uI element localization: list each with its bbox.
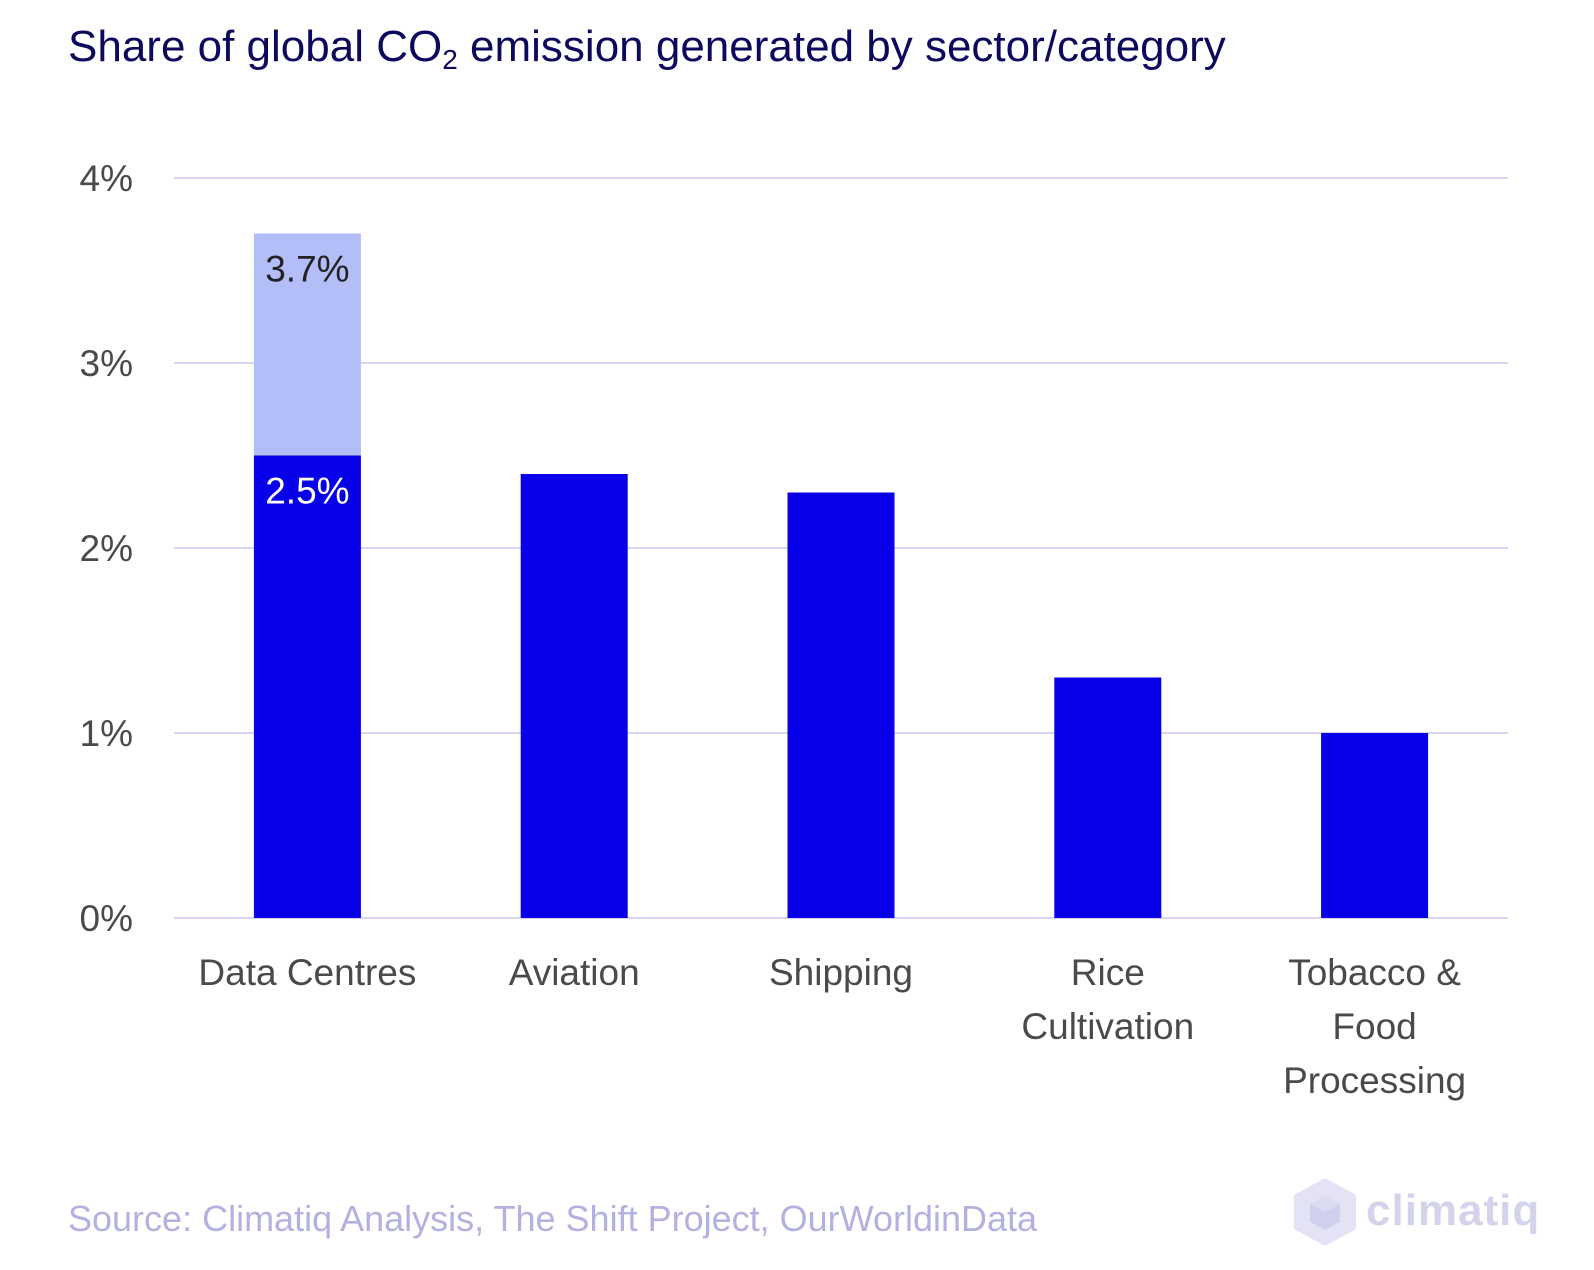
bar [787,492,895,918]
cube-icon [1294,1178,1356,1246]
bar [1054,677,1162,918]
bar [520,474,628,918]
title-suffix: emission generated by sector/category [457,22,1226,71]
y-tick-label: 2% [80,528,133,569]
data-label: 3.7% [265,249,349,290]
data-label: 2.5% [265,471,349,512]
x-tick-label: Cultivation [1021,1006,1194,1047]
data-labels: 3.7% 2.5% [265,249,349,512]
bar [253,455,361,918]
y-tick-label: 0% [80,898,133,939]
title-prefix: Share of global CO [68,22,443,71]
x-axis-ticks: Data Centres Aviation Shipping Rice Cultivat… [198,952,1466,1101]
climatiq-logo: climatiq [1290,1178,1570,1250]
logo-text: climatiq [1366,1186,1541,1235]
y-axis-ticks: 0% 1% 2% 3% 4% [80,158,133,939]
x-tick-label: Food [1332,1006,1416,1047]
y-tick-label: 3% [80,343,133,384]
x-tick-label: Processing [1283,1060,1466,1101]
x-tick-label: Tobacco & [1288,952,1461,993]
y-tick-label: 1% [80,713,133,754]
title-subscript: 2 [442,44,458,75]
chart-title: Share of global CO2 emission generated b… [68,22,1226,76]
bar [1321,733,1429,918]
x-tick-label: Aviation [509,952,640,993]
bar-chart: 0% 1% 2% 3% 4% 3.7% 2.5% Data Centres Aviation… [80,158,1508,1101]
x-tick-label: Rice [1071,952,1145,993]
source-note: Source: Climatiq Analysis, The Shift Pro… [68,1198,1038,1239]
bars [253,233,1429,918]
x-tick-label: Shipping [769,952,913,993]
bar [253,233,361,456]
x-tick-label: Data Centres [198,952,416,993]
y-tick-label: 4% [80,158,133,199]
